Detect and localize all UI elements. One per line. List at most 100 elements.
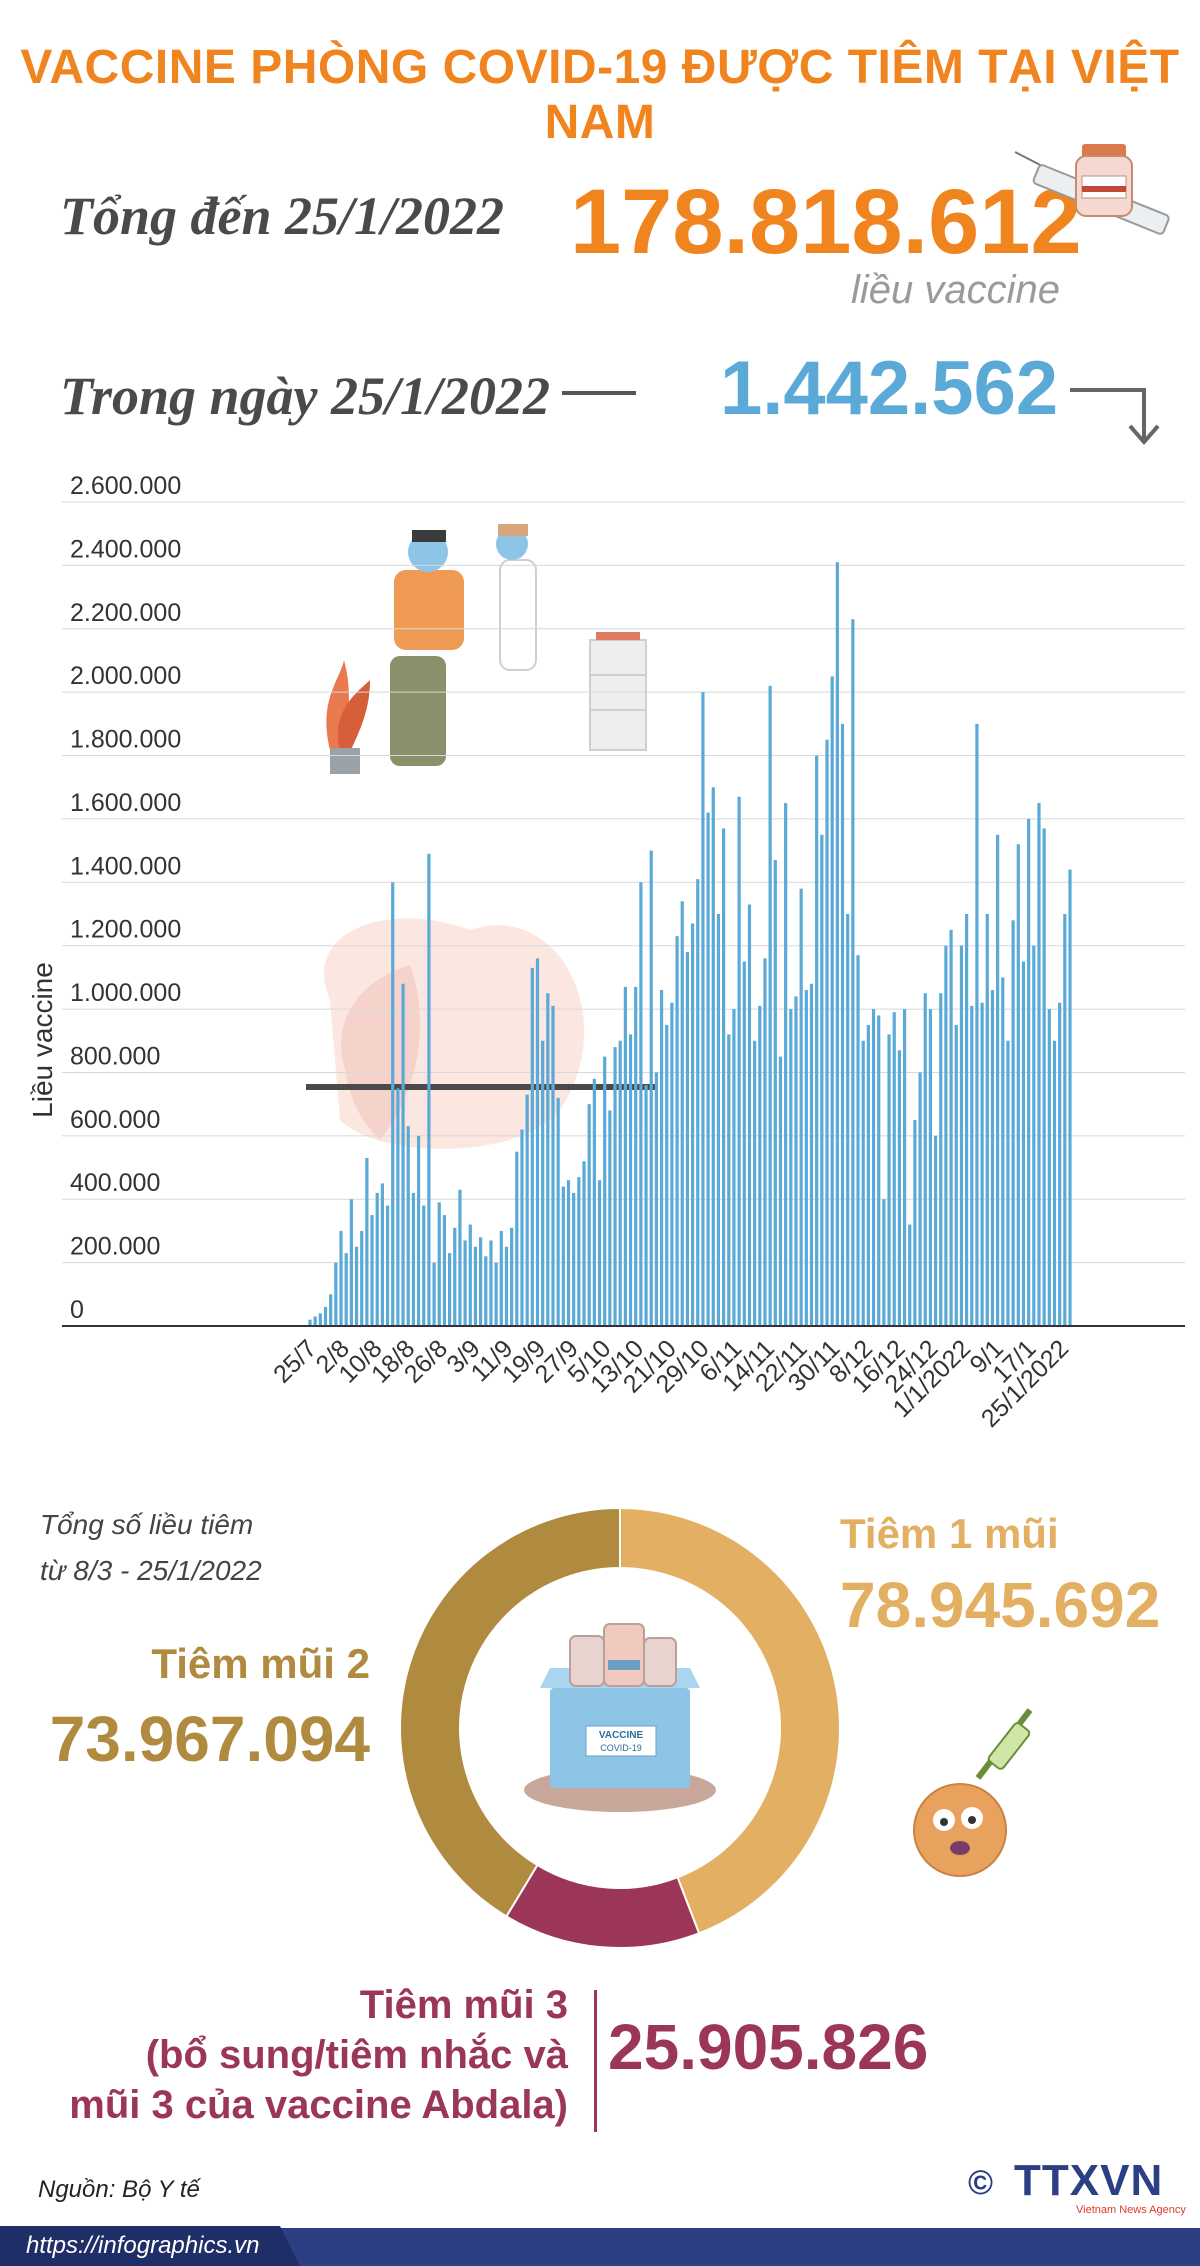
bar <box>784 803 788 1326</box>
bar <box>975 723 979 1326</box>
y-axis-ticks: 0 200.000 400.000 600.000 800.000 1.000.000 1.… <box>70 472 181 1324</box>
dose3-label-line-2: (bổ sung/tiêm nhắc và <box>145 2033 568 2077</box>
y-tick-label: 1.200.000 <box>70 916 181 944</box>
bar <box>603 1056 607 1326</box>
daily-value: 1.442.562 <box>720 346 1059 431</box>
dose3-value: 25.905.826 <box>608 2011 929 2083</box>
bar <box>727 1034 731 1326</box>
bar <box>1006 1040 1010 1326</box>
bar <box>1052 1040 1057 1326</box>
bar <box>499 1230 503 1326</box>
bar <box>618 1040 622 1326</box>
bar <box>463 1240 467 1326</box>
y-tick-label: 2.000.000 <box>70 662 181 690</box>
bar <box>556 1097 560 1326</box>
bar <box>1016 844 1020 1326</box>
bar <box>360 1230 364 1326</box>
bar <box>318 1313 322 1326</box>
bar <box>908 1224 912 1326</box>
bar <box>970 1005 974 1326</box>
y-tick-label: 2.600.000 <box>70 472 181 500</box>
bar <box>690 923 695 1326</box>
donut-caption-line-1: Tổng số liều tiêm <box>40 1509 254 1540</box>
bar <box>385 1205 390 1326</box>
total-unit: liều vaccine <box>850 268 1060 312</box>
bar <box>799 888 803 1326</box>
daily-doses-chart: 0 200.000 400.000 600.000 800.000 1.000.000 1.… <box>27 472 1185 1433</box>
bar <box>996 834 1000 1326</box>
vaccine-box-icon: VACCINE COVID-19 <box>524 1623 716 1812</box>
bar <box>639 882 643 1326</box>
bar <box>825 739 829 1326</box>
bar <box>954 1024 958 1326</box>
y-tick-label: 1.400.000 <box>70 852 181 880</box>
bar <box>313 1316 317 1326</box>
bar <box>918 1072 922 1326</box>
virus-syringe-icon <box>913 1708 1033 1877</box>
bar <box>484 1256 488 1326</box>
donut-slice-dose2 <box>399 1506 621 1918</box>
footer-url-link[interactable]: https://infographics.vn <box>26 2232 260 2259</box>
box-label-vaccine: VACCINE <box>599 1730 644 1741</box>
bar <box>933 1135 938 1326</box>
bar <box>835 562 839 1326</box>
bar <box>830 676 834 1326</box>
bar <box>804 990 808 1326</box>
bar <box>535 958 540 1326</box>
dose2-value: 73.967.094 <box>49 1703 370 1775</box>
bar <box>944 945 948 1326</box>
bar <box>685 952 690 1326</box>
bar <box>768 685 772 1326</box>
bar <box>939 993 943 1326</box>
bar <box>411 1192 416 1326</box>
bar <box>308 1319 312 1326</box>
bar <box>365 1158 369 1326</box>
bar <box>1037 803 1041 1326</box>
bar <box>406 1126 410 1326</box>
total-value: 178.818.612 <box>570 171 1082 273</box>
bar <box>453 1227 457 1326</box>
bar <box>582 1161 586 1326</box>
bar <box>613 1047 617 1326</box>
donut-slices <box>399 1506 841 1949</box>
bar <box>546 993 550 1326</box>
bar <box>711 787 715 1326</box>
bar <box>882 1199 886 1326</box>
box-label-covid: COVID-19 <box>600 1743 642 1753</box>
bar <box>670 1002 674 1326</box>
chart-gridlines <box>62 501 1185 1264</box>
bar <box>572 1192 576 1326</box>
donut-slice-dose1 <box>619 1506 841 1935</box>
bar <box>401 983 405 1326</box>
y-tick-label: 2.400.000 <box>70 535 181 563</box>
bar <box>525 1094 529 1326</box>
bar <box>494 1262 498 1326</box>
bar <box>422 1205 426 1326</box>
y-tick-label: 1.000.000 <box>70 979 181 1007</box>
bar <box>722 828 726 1326</box>
bar <box>846 914 850 1326</box>
daily-label: Trong ngày 25/1/2022 <box>60 366 551 426</box>
bar <box>349 1199 353 1326</box>
bar <box>329 1294 333 1326</box>
bar <box>680 901 684 1326</box>
bar <box>892 1012 896 1326</box>
bar <box>809 983 814 1326</box>
bar <box>840 723 845 1326</box>
donut-slice-dose3 <box>505 1863 701 1949</box>
y-tick-label: 1.600.000 <box>70 789 181 817</box>
bar <box>913 1120 917 1326</box>
bar <box>520 1129 524 1326</box>
dose3-label-line-3: mũi 3 của vaccine Abdala) <box>69 2083 568 2127</box>
bar <box>437 1202 441 1326</box>
footer-url-tab <box>0 2226 300 2266</box>
bar <box>851 619 855 1326</box>
bar <box>339 1230 343 1326</box>
bar <box>592 1078 596 1326</box>
bar <box>391 882 395 1326</box>
bar <box>458 1189 462 1326</box>
syringe-vial-icon <box>1014 144 1170 235</box>
dose1-label: Tiêm 1 mũi <box>840 1510 1059 1557</box>
bar <box>701 692 705 1326</box>
bar <box>416 1135 421 1326</box>
